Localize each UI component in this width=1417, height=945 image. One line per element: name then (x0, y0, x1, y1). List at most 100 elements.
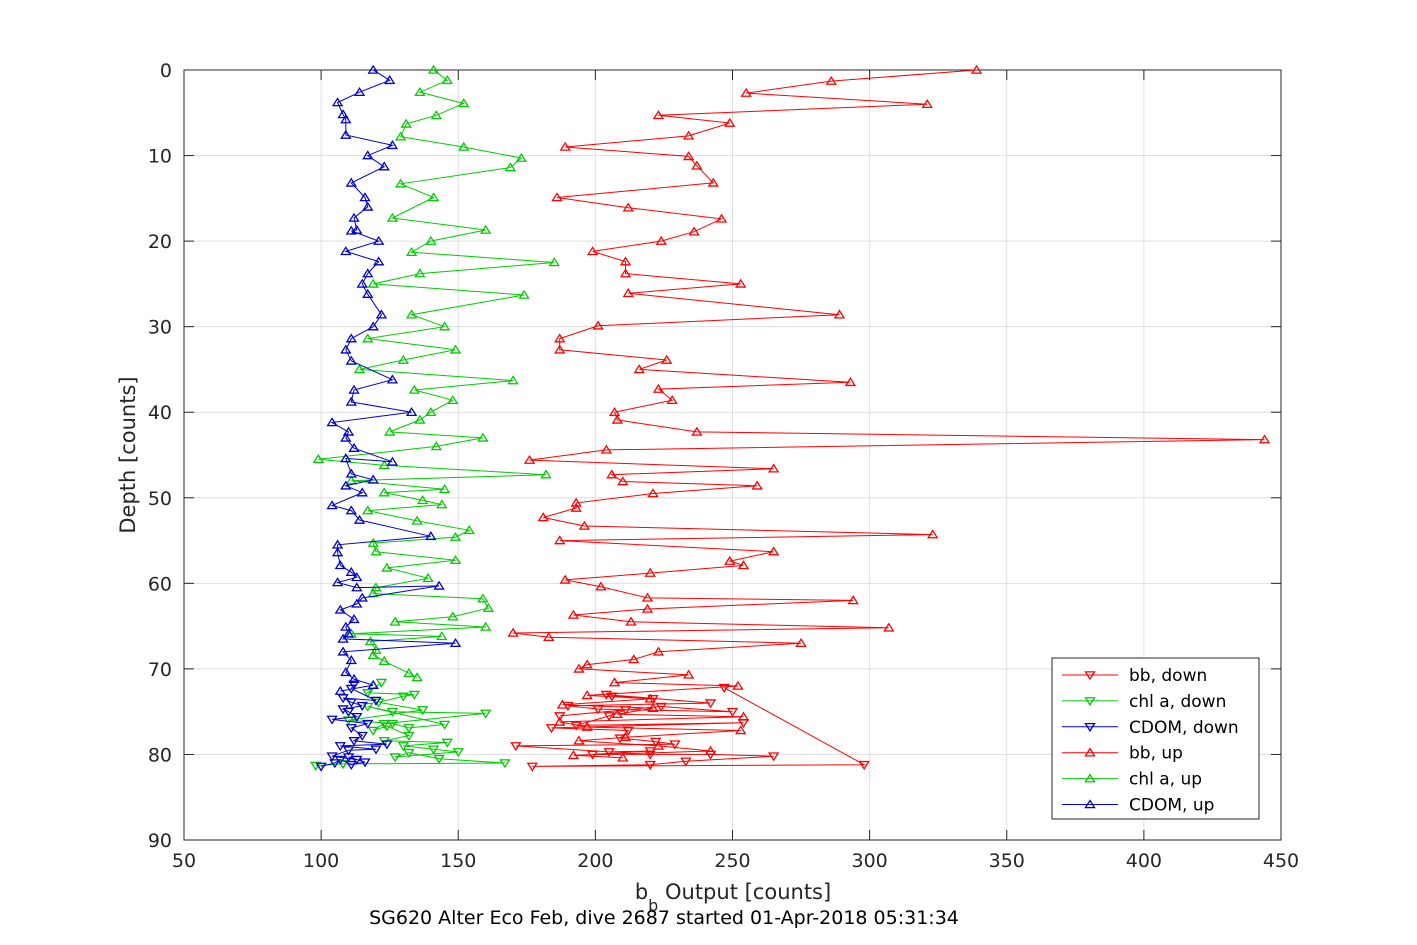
data-point (427, 192, 440, 202)
x-axis-label-subscript: b (648, 896, 658, 915)
data-point (543, 631, 555, 642)
data-point (735, 278, 747, 288)
data-point (927, 529, 939, 539)
data-point (331, 547, 344, 557)
data-point (348, 212, 360, 222)
data-point (707, 177, 719, 187)
data-point (611, 708, 623, 719)
data-point (389, 753, 401, 763)
data-point (480, 709, 492, 719)
data-point (425, 531, 437, 541)
data-point (386, 374, 399, 384)
data-point (647, 488, 659, 498)
data-point (737, 560, 750, 570)
data-point (844, 377, 857, 387)
data-point (362, 689, 374, 699)
data-point (603, 748, 615, 758)
data-point (441, 74, 453, 85)
data-point (394, 131, 407, 141)
data-point (345, 566, 357, 577)
data-point (334, 742, 346, 752)
data-point (682, 130, 695, 140)
data-point (367, 537, 379, 547)
data-point (353, 86, 366, 97)
data-point (378, 487, 390, 497)
legend-marker (1084, 799, 1096, 809)
data-point (373, 256, 385, 266)
data-point (356, 487, 368, 497)
data-point (858, 760, 870, 770)
data-point (345, 505, 357, 515)
data-point (430, 441, 442, 451)
data-point (652, 383, 665, 393)
data-point (386, 212, 399, 222)
data-point (326, 752, 338, 762)
data-point (340, 129, 352, 139)
data-point (554, 344, 566, 354)
data-point (411, 515, 423, 525)
y-tick-label: 60 (148, 573, 172, 595)
data-point (767, 463, 780, 473)
data-point (795, 637, 807, 648)
data-point (726, 707, 739, 717)
data-point (414, 268, 426, 278)
data-point (691, 160, 703, 170)
data-point (691, 426, 703, 436)
data-point (436, 631, 448, 641)
data-point (378, 655, 390, 665)
data-point (356, 731, 368, 741)
data-point (608, 406, 621, 417)
data-point (348, 736, 360, 747)
data-point (644, 750, 656, 760)
data-point (682, 669, 695, 679)
data-point (570, 502, 582, 512)
data-point (384, 74, 396, 85)
data-point (644, 747, 656, 757)
legend-entry: CDOM, down (1129, 718, 1239, 738)
data-point (411, 672, 423, 682)
x-tick-label: 300 (851, 850, 887, 872)
data-point (356, 278, 368, 288)
axis-ticks: 50 100 150 200 250 300 350 400 450 0 10 20 30 40 50 60 7… (148, 60, 1299, 872)
data-point (463, 525, 475, 535)
data-point (551, 192, 563, 202)
data-point (540, 469, 552, 479)
data-point (348, 673, 360, 683)
data-point (718, 683, 730, 693)
data-point (367, 321, 379, 331)
x-tick-label: 100 (303, 850, 339, 872)
data-point (619, 268, 632, 278)
data-point (735, 725, 747, 735)
data-point (345, 225, 357, 235)
data-point (740, 87, 752, 97)
series-chl-a-up (312, 64, 560, 682)
data-point (644, 567, 656, 577)
x-tick-label: 350 (989, 850, 1025, 872)
data-point (362, 201, 374, 211)
data-point (724, 117, 736, 127)
data-point (606, 469, 618, 479)
data-point (345, 655, 357, 665)
data-point (331, 97, 344, 107)
data-point (386, 140, 399, 150)
data-point (334, 560, 346, 570)
data-point (611, 414, 623, 424)
data-point (617, 476, 629, 486)
legend-marker (1084, 697, 1096, 707)
data-point (567, 750, 580, 760)
legend-marker (1084, 671, 1096, 681)
data-point (340, 667, 352, 677)
data-point (504, 162, 517, 172)
data-point (362, 288, 374, 298)
data-point (641, 592, 654, 602)
data-point (644, 693, 656, 703)
data-point (331, 577, 344, 587)
data-point (386, 707, 399, 717)
data-point (373, 235, 385, 245)
data-point (507, 627, 519, 637)
data-point (554, 535, 566, 545)
series-chl-a-down (309, 678, 511, 771)
data-point (499, 759, 511, 769)
data-point (617, 752, 629, 762)
